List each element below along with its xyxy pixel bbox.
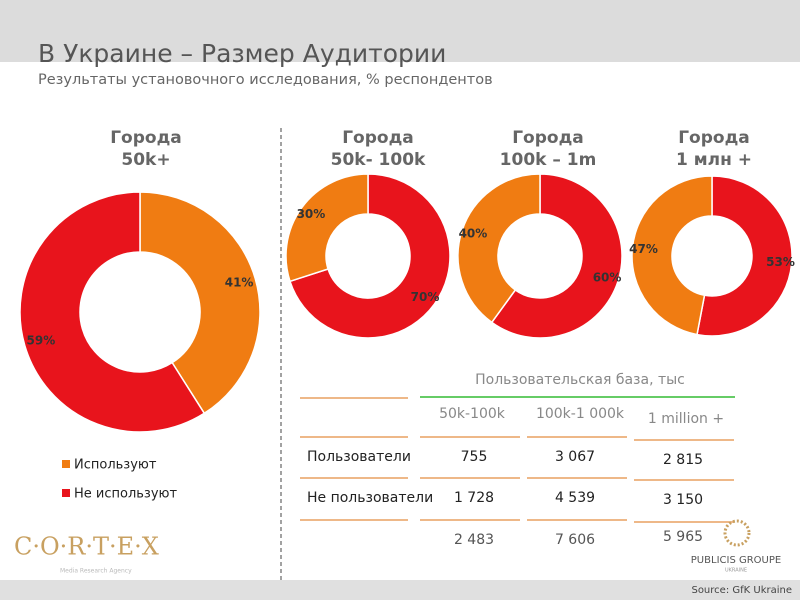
data-label: 60%: [593, 270, 622, 284]
donut-segment: [289, 173, 451, 339]
donut-segment: [696, 175, 793, 337]
data-label: 47%: [629, 242, 658, 256]
donut-segment: [457, 173, 541, 324]
cell: 755: [461, 449, 488, 465]
legend-label: Используют: [74, 458, 157, 473]
title: В Украине – Размер Аудитории: [38, 39, 446, 68]
row-label: Не пользователи: [307, 490, 433, 506]
data-label: 53%: [766, 255, 795, 269]
table-lines: [300, 397, 734, 523]
chart-subtitle: 50k- 100k: [331, 150, 426, 170]
cell: 4 539: [555, 490, 595, 506]
subtitle: Результаты установочного исследования, %…: [38, 72, 493, 88]
data-label: 40%: [459, 227, 488, 241]
donut-segment: [285, 173, 369, 283]
legend-swatch: [62, 460, 70, 468]
chart-title: Города: [110, 128, 182, 148]
cell: 5 965: [663, 529, 703, 545]
source: Source: GfK Ukraine: [691, 585, 792, 596]
publicis-logo: PUBLICIS GROUPE: [691, 555, 781, 566]
legend-label: Не используют: [74, 487, 177, 502]
cell: 1 728: [454, 490, 494, 506]
chart-subtitle: 100k – 1m: [500, 150, 597, 170]
chart-subtitle: 50k+: [121, 150, 170, 170]
cortex-logo: C·O·R·T·E·X: [14, 533, 159, 561]
data-label: 59%: [27, 333, 56, 347]
data-label: 70%: [411, 290, 440, 304]
publicis-emblem: [723, 519, 751, 547]
chart-subtitle: 1 млн +: [676, 150, 752, 170]
donut-segment: [19, 191, 206, 433]
cell: 3 150: [663, 492, 703, 508]
column-header: 50k-100k: [439, 406, 506, 422]
column-header: 100k-1 000k: [536, 406, 625, 422]
cell: 7 606: [555, 532, 595, 548]
bottom-band: [0, 580, 800, 600]
cell: 3 067: [555, 449, 595, 465]
donut-segment: [139, 191, 261, 415]
legend-swatch: [62, 489, 70, 497]
data-label: 30%: [297, 207, 326, 221]
cortex-tagline: Media Research Agency: [60, 568, 132, 575]
chart-title: Города: [678, 128, 750, 148]
publicis-sub: UKRAINE: [725, 568, 747, 574]
data-label: 41%: [225, 276, 254, 290]
top-band: [0, 0, 800, 62]
donut-segment: [631, 175, 713, 336]
row-label: Пользователи: [307, 449, 411, 465]
donut-segment: [490, 173, 623, 339]
chart-title: Города: [342, 128, 414, 148]
cell: 2 815: [663, 452, 703, 468]
cell: 2 483: [454, 532, 494, 548]
column-header: 1 million +: [648, 411, 724, 427]
table-title: Пользовательская база, тыс: [475, 372, 685, 388]
chart-title: Города: [512, 128, 584, 148]
